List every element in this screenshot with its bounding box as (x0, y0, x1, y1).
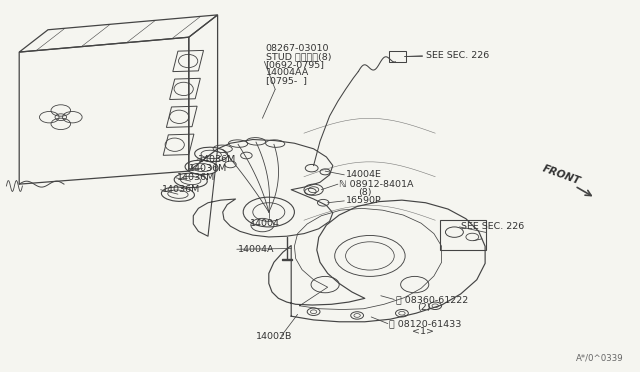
Text: [0692-0795]: [0692-0795] (266, 60, 324, 69)
Text: (8): (8) (358, 188, 372, 197)
Text: Ⓢ 08360-61222: Ⓢ 08360-61222 (396, 295, 468, 304)
Text: 14004AA: 14004AA (266, 68, 309, 77)
Text: 14036M: 14036M (189, 164, 227, 173)
Text: 16590P: 16590P (346, 196, 381, 205)
Text: 14036M: 14036M (162, 185, 200, 194)
Text: SEE SEC. 226: SEE SEC. 226 (461, 222, 524, 231)
Text: 08267-03010: 08267-03010 (266, 44, 329, 53)
Text: Ⓑ 08120-61433: Ⓑ 08120-61433 (389, 319, 461, 328)
Text: (2): (2) (417, 303, 431, 312)
Text: 14004A: 14004A (238, 245, 275, 254)
Text: [0795-  ]: [0795- ] (266, 77, 307, 86)
Bar (440, 220, 486, 250)
Text: FRONT: FRONT (541, 163, 582, 186)
Text: 14036M: 14036M (198, 155, 237, 164)
Text: ℕ 08912-8401A: ℕ 08912-8401A (339, 180, 413, 189)
Text: SEE SEC. 226: SEE SEC. 226 (426, 51, 489, 60)
Text: 14004: 14004 (250, 219, 280, 228)
Text: <1>: <1> (412, 327, 433, 336)
Text: 14002B: 14002B (256, 332, 292, 341)
Text: A*/0^0339: A*/0^0339 (577, 354, 624, 363)
Text: STUD スタッド(8): STUD スタッド(8) (266, 52, 331, 61)
Text: 14036M: 14036M (177, 173, 216, 182)
Text: 14004E: 14004E (346, 170, 381, 179)
